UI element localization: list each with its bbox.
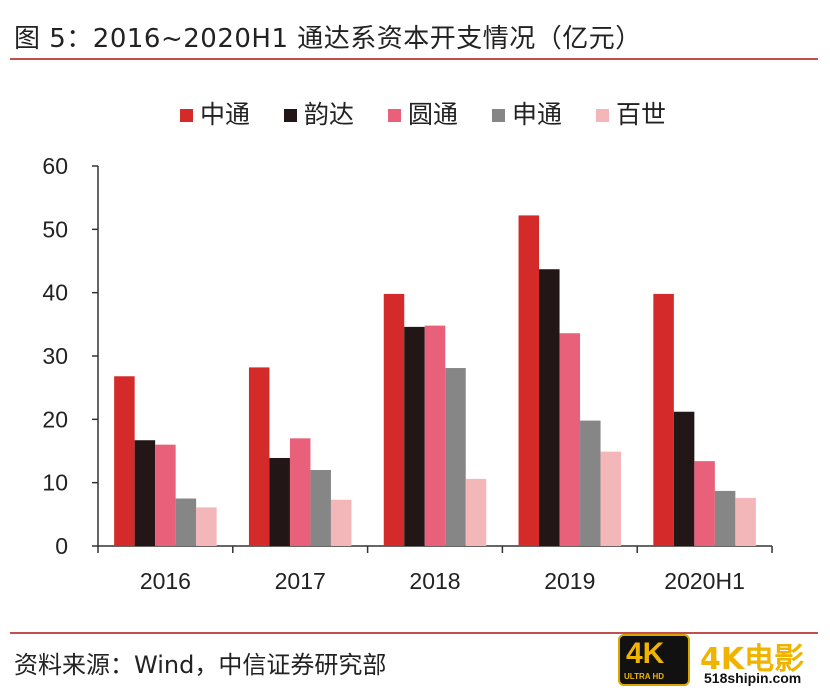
legend-swatch [492, 109, 505, 122]
bar [155, 444, 176, 546]
y-tick-label: 0 [55, 533, 68, 559]
bar [196, 507, 217, 546]
y-tick-label: 30 [42, 343, 68, 369]
x-tick-label: 2017 [275, 568, 326, 594]
y-tick-label: 10 [42, 470, 68, 496]
legend-label: 申通 [512, 100, 562, 129]
bar [248, 367, 270, 546]
x-tick-label: 2019 [544, 568, 595, 594]
y-tick-label: 50 [42, 216, 68, 242]
bar [330, 499, 352, 546]
x-tick-label: 2016 [140, 568, 191, 594]
figure-title: 图 5：2016~2020H1 通达系资本开支情况（亿元） [14, 24, 642, 54]
bar [600, 451, 622, 546]
legend-swatch [284, 109, 297, 122]
watermark-badge: 4K ULTRA HD [618, 634, 690, 686]
legend: 中通 韵达 圆通 申通 百世 [180, 100, 666, 129]
bar [289, 438, 311, 546]
bar [175, 498, 197, 546]
legend-label: 韵达 [304, 100, 354, 129]
bar [465, 478, 487, 546]
bar [404, 326, 425, 546]
watermark-badge-main: 4K [626, 637, 665, 670]
source-rule [10, 632, 818, 634]
bar [539, 269, 560, 546]
bar [735, 497, 756, 546]
bar [310, 470, 331, 546]
y-axis: 0 10 20 30 40 50 60 [42, 153, 99, 559]
bar [714, 490, 736, 546]
legend-label: 圆通 [408, 100, 458, 129]
bar [445, 368, 466, 546]
legend-label: 中通 [200, 100, 250, 129]
x-tick-label: 2018 [409, 568, 460, 594]
y-tick-label: 60 [42, 153, 68, 179]
x-axis: 2016 2017 2018 2019 2020H1 [97, 545, 773, 594]
watermark-badge-sub: ULTRA HD [624, 672, 664, 681]
y-tick-label: 40 [42, 280, 68, 306]
bar [580, 420, 601, 546]
bar [694, 461, 715, 546]
title-rule [10, 58, 818, 60]
legend-swatch [596, 109, 609, 122]
bars [114, 215, 756, 546]
bar [424, 325, 446, 546]
legend-swatch [180, 109, 193, 122]
bar [559, 333, 581, 546]
bar [653, 293, 674, 546]
y-tick-label: 20 [42, 406, 68, 432]
bar [518, 215, 540, 546]
source-note: 资料来源：Wind，中信证券研究部 [14, 651, 387, 679]
bar [134, 440, 156, 546]
watermark-brand: 4K电影 [700, 642, 805, 677]
watermark-logo: 4K ULTRA HD 4K电影 518shipin.com [618, 634, 822, 686]
bar [383, 293, 405, 546]
x-tick-label: 2020H1 [664, 568, 745, 594]
watermark-site: 518shipin.com [704, 670, 802, 686]
bar [673, 411, 695, 546]
legend-swatch [388, 109, 401, 122]
legend-label: 百世 [616, 100, 666, 129]
bar [269, 457, 290, 546]
bar [114, 376, 135, 546]
